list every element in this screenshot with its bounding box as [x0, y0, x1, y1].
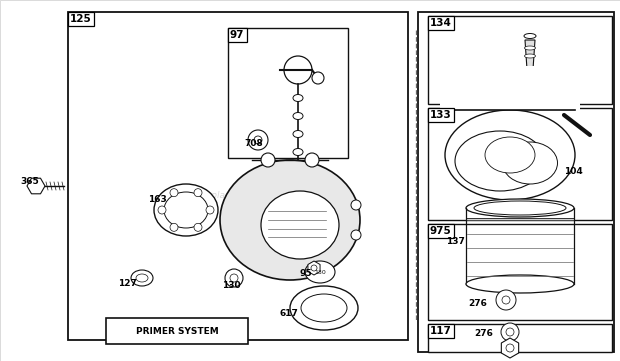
Circle shape	[248, 130, 268, 150]
Circle shape	[225, 269, 243, 287]
Text: eReplacementParts.com: eReplacementParts.com	[195, 191, 305, 200]
Ellipse shape	[502, 142, 557, 184]
Text: 125: 125	[70, 14, 92, 24]
Circle shape	[158, 206, 166, 214]
Ellipse shape	[485, 137, 535, 173]
Circle shape	[170, 223, 178, 231]
Bar	[428, 324, 612, 352]
Bar	[418, 12, 614, 352]
Text: 133: 133	[430, 110, 452, 120]
Ellipse shape	[293, 95, 303, 101]
Ellipse shape	[445, 110, 575, 200]
Polygon shape	[525, 40, 535, 84]
Text: 117: 117	[430, 326, 452, 336]
Ellipse shape	[290, 286, 358, 330]
Ellipse shape	[455, 131, 545, 191]
Circle shape	[501, 323, 519, 341]
Ellipse shape	[293, 113, 303, 119]
Circle shape	[206, 206, 214, 214]
Circle shape	[496, 290, 516, 310]
Ellipse shape	[164, 192, 208, 228]
Text: 617: 617	[280, 309, 299, 318]
Circle shape	[305, 153, 319, 167]
Circle shape	[502, 296, 510, 304]
Bar	[440, 66, 580, 110]
Ellipse shape	[474, 201, 566, 215]
Text: 95: 95	[300, 270, 312, 278]
Circle shape	[284, 56, 312, 84]
Ellipse shape	[136, 274, 148, 282]
Text: 134: 134	[430, 18, 452, 28]
Circle shape	[311, 265, 317, 271]
Text: 130: 130	[314, 270, 326, 274]
Ellipse shape	[261, 191, 339, 259]
Ellipse shape	[305, 261, 335, 283]
Text: 276: 276	[474, 330, 493, 339]
Bar	[68, 12, 408, 340]
Circle shape	[312, 72, 324, 84]
Circle shape	[194, 189, 202, 197]
Ellipse shape	[293, 130, 303, 138]
Ellipse shape	[525, 54, 536, 58]
Text: 127: 127	[118, 279, 137, 288]
Bar	[106, 318, 248, 344]
Ellipse shape	[301, 294, 347, 322]
Text: 104: 104	[564, 168, 583, 177]
Ellipse shape	[154, 184, 218, 236]
Ellipse shape	[220, 160, 360, 280]
Bar	[428, 108, 612, 220]
Ellipse shape	[466, 199, 574, 217]
Bar	[428, 224, 612, 320]
Bar	[428, 16, 612, 104]
Text: 975: 975	[430, 226, 452, 236]
Ellipse shape	[131, 270, 153, 286]
Ellipse shape	[525, 46, 536, 50]
Text: PRIMER SYSTEM: PRIMER SYSTEM	[136, 326, 218, 335]
Circle shape	[506, 344, 514, 352]
Text: 97: 97	[230, 30, 244, 40]
Circle shape	[170, 189, 178, 197]
Circle shape	[254, 136, 262, 144]
Circle shape	[194, 223, 202, 231]
Text: 130: 130	[222, 282, 241, 291]
Ellipse shape	[524, 34, 536, 39]
Text: 137: 137	[446, 238, 465, 247]
Circle shape	[506, 328, 514, 336]
Ellipse shape	[293, 148, 303, 156]
Text: 365: 365	[20, 178, 38, 187]
Ellipse shape	[466, 275, 574, 293]
Circle shape	[230, 274, 238, 282]
Circle shape	[351, 230, 361, 240]
Bar	[228, 28, 348, 158]
Text: 276: 276	[468, 300, 487, 309]
Circle shape	[261, 153, 275, 167]
Text: 708: 708	[244, 139, 263, 148]
Circle shape	[351, 200, 361, 210]
Text: 163: 163	[148, 196, 167, 204]
